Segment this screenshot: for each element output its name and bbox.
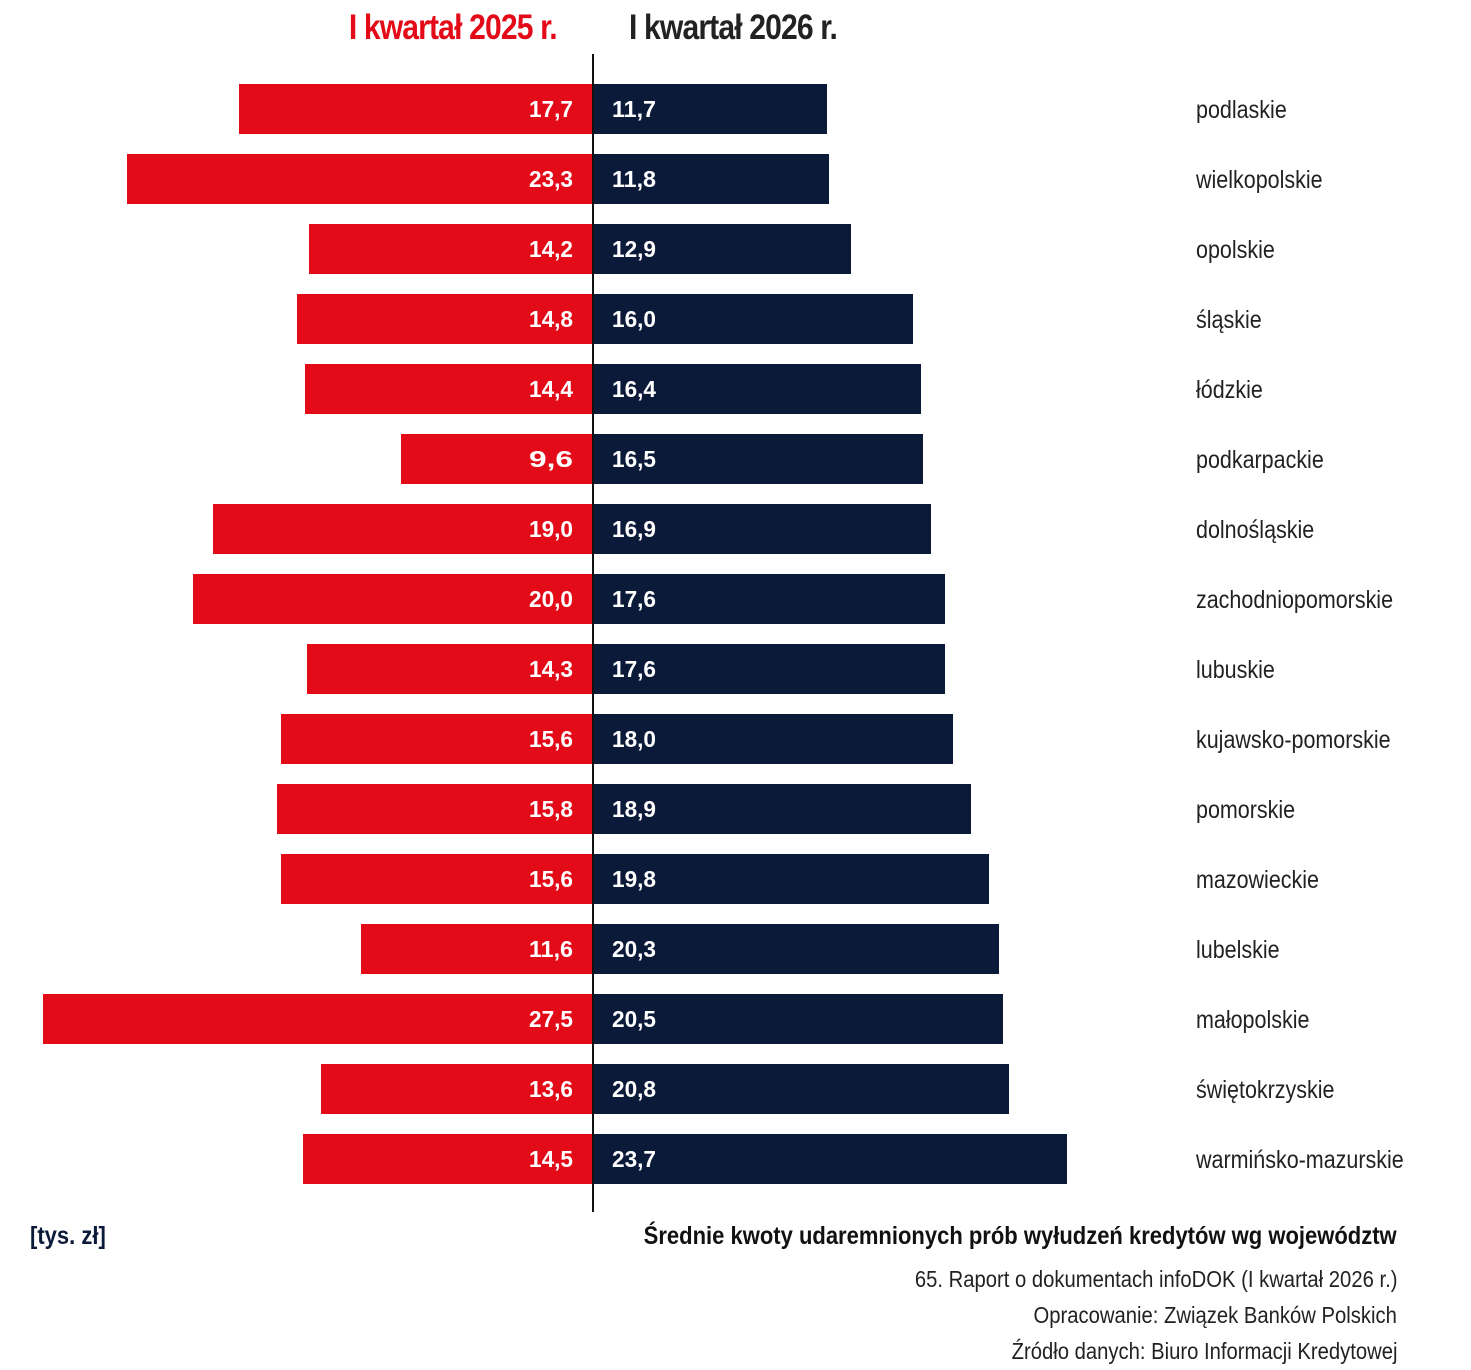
data-label-2025: 14,4 [529, 376, 573, 402]
bar-2025 [307, 644, 593, 694]
data-label-2026: 19,8 [612, 866, 656, 892]
category-label: zachodniopomorskie [1196, 585, 1393, 613]
category-label: pomorskie [1196, 795, 1295, 823]
data-label-2026: 17,6 [612, 656, 656, 682]
data-label-2026: 16,9 [612, 516, 656, 542]
bar-2025 [281, 854, 593, 904]
bar-2025 [277, 784, 593, 834]
bar-2026 [593, 924, 999, 974]
data-label-2026: 20,3 [612, 936, 656, 962]
category-label: małopolskie [1196, 1005, 1309, 1033]
bar-2026 [593, 364, 921, 414]
bar-2025 [239, 84, 593, 134]
data-label-2025: 15,6 [529, 726, 573, 752]
category-label: podkarpackie [1196, 445, 1324, 473]
data-label-2025: 15,8 [529, 796, 573, 822]
data-label-2026: 16,4 [612, 376, 656, 402]
category-label: warmińsko-mazurskie [1195, 1145, 1404, 1173]
data-label-2025: 14,8 [529, 306, 573, 332]
data-label-2025: 19,0 [529, 516, 573, 542]
category-label: świętokrzyskie [1196, 1075, 1334, 1103]
data-label-2026: 16,5 [612, 446, 656, 472]
chart-title: Średnie kwoty udaremnionych prób wyłudze… [644, 1222, 1397, 1250]
bar-2026 [593, 574, 945, 624]
bar-2026 [593, 644, 945, 694]
data-label-2025: 11,6 [529, 936, 573, 962]
data-label-2026: 17,6 [612, 586, 656, 612]
source-report-line: 65. Raport o dokumentach infoDOK (I kwar… [914, 1266, 1397, 1292]
data-label-2026: 20,8 [612, 1076, 656, 1102]
data-label-2025: 13,6 [529, 1076, 573, 1102]
data-label-2026: 12,9 [612, 236, 656, 262]
data-label-2025: 17,7 [529, 96, 573, 122]
data-label-2026: 11,7 [612, 96, 656, 122]
bar-2026 [593, 154, 829, 204]
bar-2026 [593, 294, 913, 344]
category-label: opolskie [1196, 235, 1275, 263]
bar-2025 [297, 294, 593, 344]
bar-2025 [303, 1134, 593, 1184]
bar-2026 [593, 994, 1003, 1044]
bar-2026 [593, 784, 971, 834]
data-label-2026: 11,8 [612, 166, 656, 192]
category-label: dolnośląskie [1196, 515, 1314, 543]
bar-2026 [593, 1134, 1067, 1184]
data-label-2026: 18,9 [612, 796, 656, 822]
bar-2025 [309, 224, 593, 274]
data-label-2025: 9,6 [529, 446, 573, 472]
category-label: mazowieckie [1196, 865, 1319, 893]
bar-2025 [321, 1064, 593, 1114]
data-label-2025: 14,5 [529, 1146, 573, 1172]
category-label: lubuskie [1196, 655, 1275, 683]
bar-2025 [193, 574, 593, 624]
category-label: lubelskie [1196, 935, 1280, 963]
bar-2025 [401, 434, 593, 484]
bar-2025 [127, 154, 593, 204]
category-label: wielkopolskie [1195, 165, 1322, 193]
data-label-2026: 18,0 [612, 726, 656, 752]
bar-2025 [361, 924, 593, 974]
bar-2025 [281, 714, 593, 764]
data-label-2025: 20,0 [529, 586, 573, 612]
bar-2026 [593, 434, 923, 484]
data-label-2025: 23,3 [529, 166, 573, 192]
bar-2025 [305, 364, 593, 414]
data-label-2025: 27,5 [529, 1006, 573, 1032]
data-label-2025: 14,2 [529, 236, 573, 262]
category-label: śląskie [1196, 305, 1262, 333]
bar-2026 [593, 224, 851, 274]
legend-series-2025: I kwartał 2025 r. [349, 8, 558, 47]
data-label-2025: 14,3 [529, 656, 573, 682]
legend-series-2026: I kwartał 2026 r. [629, 8, 838, 47]
source-author-line: Opracowanie: Związek Banków Polskich [1033, 1302, 1397, 1328]
bar-2026 [593, 1064, 1009, 1114]
category-label: kujawsko-pomorskie [1196, 725, 1391, 753]
bar-2025 [43, 994, 593, 1044]
bar-2026 [593, 504, 931, 554]
category-label: podlaskie [1196, 95, 1287, 123]
data-label-2026: 16,0 [612, 306, 656, 332]
category-label: łódzkie [1196, 375, 1263, 403]
bar-2026 [593, 854, 989, 904]
data-label-2025: 15,6 [529, 866, 573, 892]
data-label-2026: 20,5 [612, 1006, 656, 1032]
data-label-2026: 23,7 [612, 1146, 656, 1172]
bar-2025 [213, 504, 593, 554]
unit-label: [tys. zł] [30, 1222, 106, 1250]
bar-2026 [593, 714, 953, 764]
diverging-bar-chart: 17,7 11,7 podlaskie 23,3 11,8 wielkopolskie 14… [43, 54, 1404, 1212]
bar-2026 [593, 84, 827, 134]
source-data-line: Źródło danych: Biuro Informacji Kredytow… [1011, 1338, 1397, 1364]
